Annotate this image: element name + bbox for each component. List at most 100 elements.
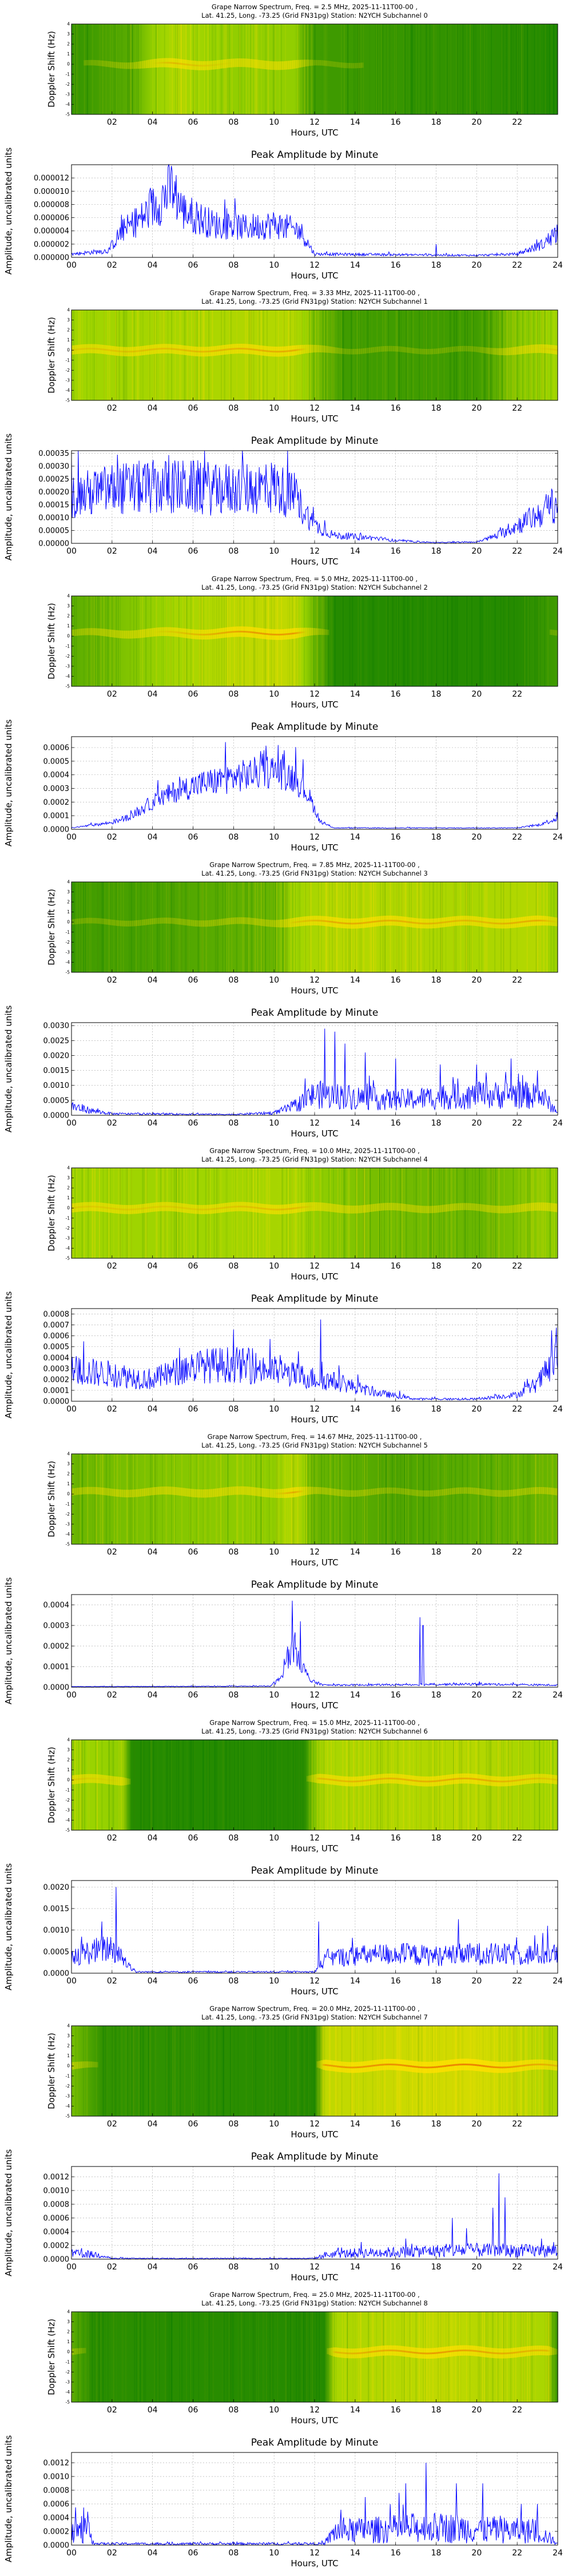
spectrogram-ytick-label: 3 — [67, 31, 70, 37]
spectrogram-ylabel: Doppler Shift (Hz) — [46, 2319, 57, 2395]
spectrogram-ytick-label: -3 — [66, 377, 70, 383]
spectrogram-xtick-label: 08 — [228, 690, 239, 699]
spectrogram-ytick-label: 0 — [67, 1778, 70, 1783]
spectrogram-title-line2: Lat. 41.25, Long. -73.25 (Grid FN31pg) S… — [201, 583, 428, 591]
amplitude-ytick-label: 0.0000 — [43, 1970, 70, 1978]
amplitude-xtick-label: 12 — [309, 1691, 320, 1700]
amplitude-xlabel: Hours, UTC — [291, 1128, 338, 1139]
amplitude-xtick-label: 16 — [391, 1977, 401, 1986]
spectrogram-ytick-label: -1 — [66, 643, 70, 649]
spectrogram-xtick-label: 04 — [148, 1262, 158, 1271]
amplitude-xtick-label: 02 — [107, 833, 117, 842]
spectrogram-ytick-label: 1 — [67, 1767, 70, 1772]
amplitude-xtick-label: 02 — [107, 261, 117, 270]
spectrogram-ytick-label: -4 — [66, 960, 70, 965]
amplitude-ytick-label: 0.0030 — [43, 1022, 70, 1031]
amplitude-xtick-label: 18 — [431, 1405, 442, 1414]
amplitude-xtick-label: 14 — [350, 1119, 360, 1128]
spectrogram-xtick-label: 02 — [107, 404, 117, 413]
spectrogram-panel-2: Grape Narrow Spectrum, Freq. = 3.33 MHz,… — [46, 289, 558, 424]
spectrogram-xtick-label: 18 — [431, 976, 442, 985]
spectrogram-xtick-label: 14 — [350, 690, 360, 699]
spectrogram-xtick-label: 20 — [471, 976, 482, 985]
amplitude-xtick-label: 18 — [431, 833, 442, 842]
spectrogram-ytick-label: 1 — [67, 1195, 70, 1200]
spectrogram-ytick-label: 4 — [67, 308, 70, 313]
spectrogram-panel-0: Grape Narrow Spectrum, Freq. = 2.5 MHz, … — [46, 3, 558, 138]
spectrogram-ytick-label: 1 — [67, 51, 70, 57]
amplitude-panel-3: Peak Amplitude by Minute0.000000.000050.… — [3, 434, 563, 567]
amplitude-xtick-label: 18 — [431, 547, 442, 556]
spectrogram-ytick-label: 3 — [67, 2319, 70, 2324]
spectrogram-xtick-label: 18 — [431, 1548, 442, 1557]
amplitude-xtick-label: 18 — [431, 261, 442, 270]
spectrogram-ytick-label: -3 — [66, 92, 70, 97]
amplitude-xtick-label: 14 — [350, 1691, 360, 1700]
spectrogram-ytick-label: 1 — [67, 337, 70, 343]
spectrogram-xtick-label: 20 — [471, 2406, 482, 2415]
amplitude-xtick-label: 18 — [431, 1119, 442, 1128]
spectrogram-xtick-label: 16 — [391, 2406, 401, 2415]
spectrogram-xtick-label: 10 — [269, 2120, 279, 2129]
spectrogram-ytick-label: 2 — [67, 42, 70, 47]
amplitude-ytick-label: 0.0015 — [43, 1905, 70, 1913]
amplitude-xtick-label: 06 — [188, 2263, 198, 2272]
spectrogram-xtick-label: 02 — [107, 2406, 117, 2415]
amplitude-xtick-label: 22 — [512, 1405, 522, 1414]
spectrogram-xtick-label: 22 — [512, 976, 522, 985]
amplitude-xtick-label: 18 — [431, 2263, 442, 2272]
amplitude-xtick-label: 04 — [148, 1691, 158, 1700]
spectrogram-xtick-label: 12 — [309, 404, 320, 413]
spectrogram-xtick-label: 22 — [512, 1834, 522, 1843]
spectrogram-ytick-label: -2 — [66, 82, 70, 87]
amplitude-ytick-label: 0.0002 — [43, 1376, 70, 1384]
spectrogram-xtick-label: 10 — [269, 1834, 279, 1843]
amplitude-xtick-label: 16 — [391, 1691, 401, 1700]
amplitude-xtick-label: 04 — [148, 1977, 158, 1986]
spectrogram-title-line1: Grape Narrow Spectrum, Freq. = 7.85 MHz,… — [209, 861, 420, 869]
amplitude-ytick-label: 0.0006 — [43, 744, 70, 753]
amplitude-panel-7: Peak Amplitude by Minute0.00000.00050.00… — [3, 1005, 563, 1139]
amplitude-xtick-label: 00 — [66, 1119, 77, 1128]
amplitude-xlabel: Hours, UTC — [291, 2272, 338, 2283]
spectrogram-xtick-label: 04 — [148, 1548, 158, 1557]
amplitude-ytick-label: 0.00005 — [38, 527, 69, 535]
spectrogram-ytick-label: -1 — [66, 929, 70, 935]
amplitude-ytick-label: 0.0008 — [43, 2201, 70, 2209]
spectrogram-xtick-label: 08 — [228, 976, 239, 985]
amplitude-ytick-label: 0.0010 — [43, 2473, 70, 2482]
spectrogram-panel-16: Grape Narrow Spectrum, Freq. = 25.0 MHz,… — [46, 2291, 559, 2426]
spectrogram-xtick-label: 16 — [391, 404, 401, 413]
spectrogram-xtick-label: 14 — [350, 1548, 360, 1557]
amplitude-xtick-label: 08 — [228, 2549, 239, 2558]
amplitude-xtick-label: 12 — [309, 833, 320, 842]
amplitude-xtick-label: 24 — [553, 2549, 563, 2558]
amplitude-panel-1: Peak Amplitude by Minute0.0000000.000002… — [3, 148, 563, 281]
spectrogram-xtick-label: 16 — [391, 690, 401, 699]
spectrogram-xtick-label: 10 — [269, 690, 279, 699]
amplitude-ytick-label: 0.0005 — [43, 1948, 70, 1957]
amplitude-xtick-label: 02 — [107, 1119, 117, 1128]
amplitude-xtick-label: 24 — [553, 1119, 563, 1128]
amplitude-panel-9: Peak Amplitude by Minute0.00000.00010.00… — [3, 1291, 563, 1425]
amplitude-ytick-label: 0.0004 — [43, 771, 70, 780]
spectrogram-panel-6: Grape Narrow Spectrum, Freq. = 7.85 MHz,… — [46, 861, 558, 996]
spectrogram-ytick-label: -5 — [66, 112, 70, 117]
spectrogram-xtick-label: 02 — [107, 976, 117, 985]
amplitude-ylabel: Amplitude, uncalibrated units — [3, 434, 14, 561]
amplitude-xtick-label: 24 — [553, 1405, 563, 1414]
spectrogram-xtick-label: 16 — [391, 2120, 401, 2129]
spectrogram-ytick-label: -1 — [66, 2073, 70, 2078]
spectrogram-xtick-label: 10 — [269, 976, 279, 985]
spectrogram-ytick-label: 2 — [67, 1472, 70, 1477]
spectrogram-panel-10: Grape Narrow Spectrum, Freq. = 14.67 MHz… — [46, 1433, 558, 1568]
amplitude-ytick-label: 0.0003 — [43, 1622, 70, 1631]
spectrogram-xtick-label: 02 — [107, 1262, 117, 1271]
amplitude-xtick-label: 10 — [269, 261, 279, 270]
spectrogram-xtick-label: 20 — [471, 1548, 482, 1557]
amplitude-xtick-label: 24 — [553, 1691, 563, 1700]
amplitude-xtick-label: 02 — [107, 1405, 117, 1414]
spectrogram-xlabel: Hours, UTC — [291, 1843, 338, 1854]
spectrogram-ytick-label: -2 — [66, 1512, 70, 1517]
